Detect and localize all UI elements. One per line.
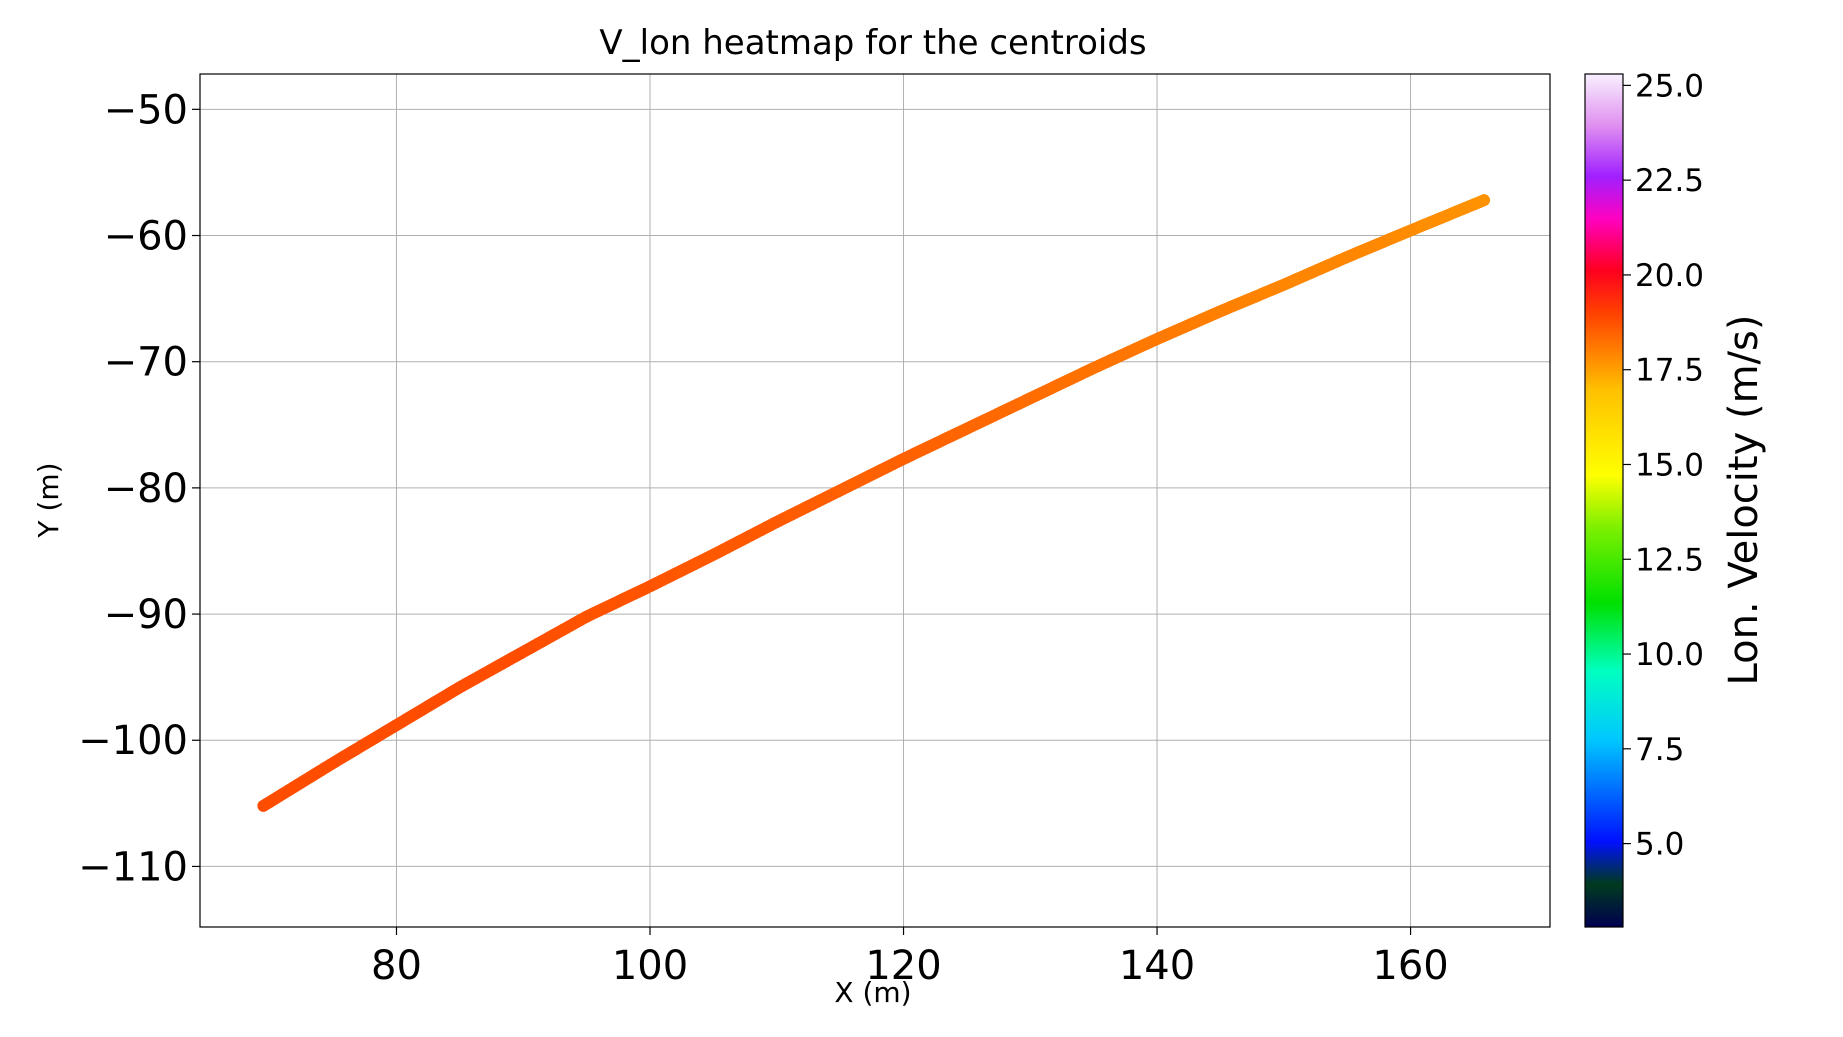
- x-axis-ticks: 80 100 120 140 160: [371, 927, 1449, 989]
- y-tick-label: −60: [104, 214, 188, 260]
- data-layer: [257, 194, 1491, 812]
- grid-lines: [200, 74, 1550, 927]
- y-tick-label: −100: [78, 718, 188, 764]
- y-axis-label: Y (m): [32, 462, 65, 538]
- x-tick-label: 80: [371, 943, 422, 989]
- x-tick-label: 100: [612, 943, 688, 989]
- y-tick-label: −110: [78, 844, 188, 890]
- y-tick-label: −50: [104, 87, 188, 133]
- colorbar-tick-label: 25.0: [1635, 68, 1704, 104]
- colorbar-ticks: 5.0 7.5 10.0 12.5 15.0 17.5 20.0 22.5 25.0: [1623, 68, 1704, 863]
- y-axis-ticks: −50 −60 −70 −80 −90 −100 −110: [78, 87, 200, 890]
- colorbar-tick-label: 20.0: [1635, 258, 1704, 294]
- colorbar-tick-label: 17.5: [1635, 353, 1704, 389]
- colorbar-gradient: [1584, 73, 1624, 928]
- y-tick-label: −90: [104, 592, 188, 638]
- y-tick-label: −80: [104, 466, 188, 512]
- colorbar-tick-label: 5.0: [1635, 827, 1684, 863]
- data-point: [1478, 194, 1491, 207]
- colorbar-tick-label: 10.0: [1635, 637, 1704, 673]
- colorbar-label: Lon. Velocity (m/s): [1721, 315, 1767, 686]
- colorbar-tick-label: 22.5: [1635, 163, 1704, 199]
- colorbar-tick-label: 12.5: [1635, 542, 1704, 578]
- x-tick-label: 120: [865, 943, 941, 989]
- x-tick-label: 140: [1119, 943, 1195, 989]
- colorbar-tick-label: 15.0: [1635, 447, 1704, 483]
- y-tick-label: −70: [104, 340, 188, 386]
- colorbar: 5.0 7.5 10.0 12.5 15.0 17.5 20.0 22.5 25.0 Lon. …: [1584, 68, 1767, 928]
- colorbar-tick-label: 7.5: [1635, 732, 1684, 768]
- plot-area-frame: [199, 73, 1551, 928]
- x-tick-label: 160: [1372, 943, 1448, 989]
- x-axis-label: X (m): [834, 976, 911, 1009]
- chart-title: V_lon heatmap for the centroids: [599, 23, 1146, 63]
